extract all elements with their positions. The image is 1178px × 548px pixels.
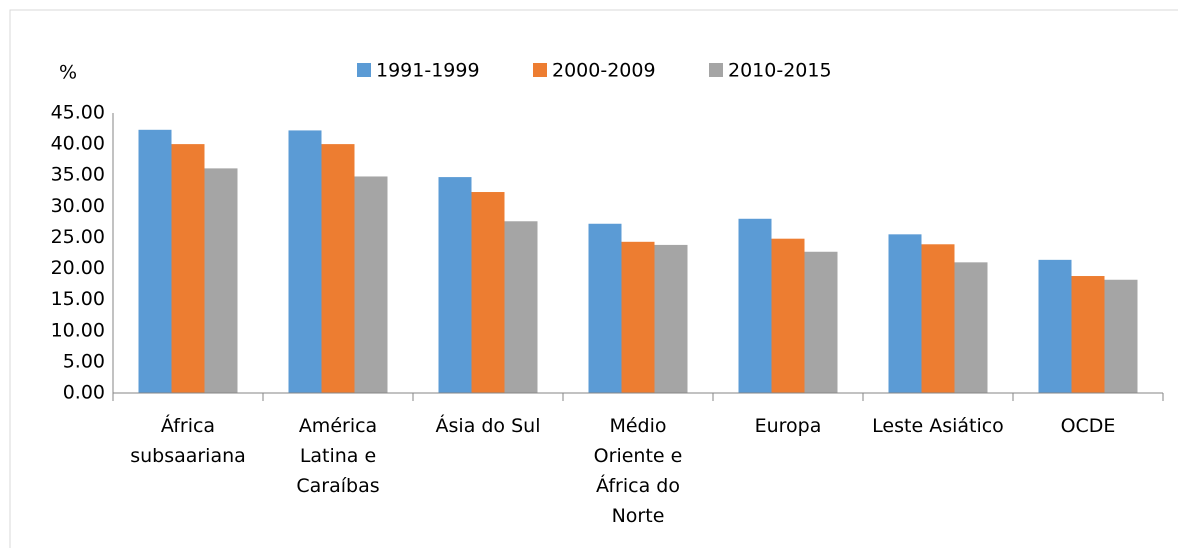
x-tick-label: Médio Oriente e África do Norte (593, 415, 683, 527)
bar (288, 130, 322, 393)
bar (921, 244, 955, 393)
y-tick-label: 15.00 (51, 288, 105, 310)
bar (888, 234, 922, 393)
bar (504, 221, 538, 393)
x-tick-label: América Latina e Caraíbas (296, 415, 380, 497)
y-tick-label: 0.00 (63, 382, 105, 404)
x-tick-label: Europa (754, 415, 822, 437)
y-tick-label: 45.00 (51, 102, 105, 124)
legend-swatch (709, 63, 723, 77)
y-tick-label: 10.00 (51, 319, 105, 341)
bar (438, 177, 472, 393)
bar (321, 144, 355, 393)
chart-frame (9, 9, 1178, 548)
legend-label: 2000-2009 (552, 60, 656, 82)
bar (954, 262, 988, 393)
x-tick-label: Ásia do Sul (435, 415, 541, 437)
bar (171, 144, 205, 393)
y-axis-label: % (59, 62, 77, 84)
bar (138, 129, 172, 394)
legend-label: 2010-2015 (728, 60, 832, 82)
y-tick-label: 35.00 (51, 164, 105, 186)
bar (771, 238, 805, 393)
legend-swatch (533, 63, 547, 77)
y-tick-label: 30.00 (51, 195, 105, 217)
legend-swatch (357, 63, 371, 77)
y-tick-label: 20.00 (51, 257, 105, 279)
bar (204, 168, 238, 393)
bar (804, 251, 838, 393)
bar (1104, 279, 1138, 393)
bar (738, 218, 772, 393)
bar (471, 192, 505, 393)
legend-label: 1991-1999 (376, 60, 480, 82)
y-tick-label: 5.00 (63, 350, 105, 372)
x-tick-label: África subsaariana (130, 415, 246, 467)
x-tick-label: Leste Asiático (872, 415, 1004, 437)
bar (1038, 259, 1072, 393)
bar (1071, 276, 1105, 393)
bar (588, 223, 622, 393)
x-tick-label: OCDE (1060, 415, 1116, 437)
y-tick-label: 40.00 (51, 133, 105, 155)
bar (354, 176, 388, 393)
y-tick-label: 25.00 (51, 226, 105, 248)
bar (654, 244, 688, 393)
bar (621, 241, 655, 393)
